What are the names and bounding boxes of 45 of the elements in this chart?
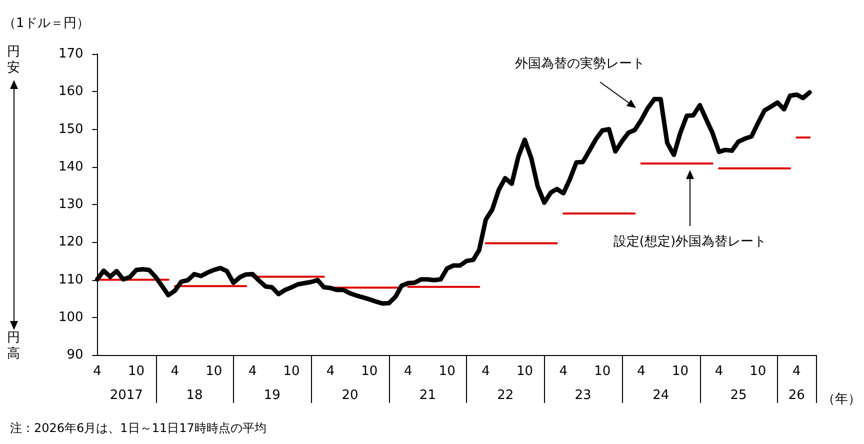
x-tick-label: 4 [792,364,801,379]
x-tick-label: 4 [482,364,490,379]
text: 円安 [7,44,20,76]
annotation: 設定(想定)外国為替レート [613,234,767,250]
y-tick-label: 90 [66,348,84,362]
x-tick-label: 4 [559,364,568,379]
x2-tick-label: 2017 [110,388,143,403]
x-tick-label: 10 [128,364,144,379]
x-tick-label: 4 [248,364,257,379]
x2-tick-label: 26 [788,388,805,403]
x2-tick-label: 21 [419,388,436,403]
text: 注：2026年6月は、1日～11日17時時点の平均 [10,421,266,435]
x-tick-label: 10 [283,364,300,379]
x-tick-label: 4 [404,364,412,379]
x-tick-label: 10 [672,364,689,379]
x-tick-label: 10 [516,364,533,379]
annotation: 外国為替の実勢レート [515,56,645,72]
x2-tick-label: 18 [186,388,203,403]
x2-tick-label: 20 [342,388,358,403]
x2-tick-label: 19 [264,388,280,403]
x2-tick-label: 22 [497,388,514,403]
x-tick-label: 4 [637,364,646,379]
y-tick-label: 130 [58,197,84,212]
x-tick-label: 10 [594,364,611,379]
y-tick-label: 160 [58,84,84,100]
x-tick-label: 10 [750,364,766,379]
x2-tick-label: 23 [574,388,592,403]
x2-tick-label: 25 [730,388,747,403]
y-tick-label: 110 [58,272,84,288]
y-tick-label: 140 [58,159,84,174]
y-tick-label: 120 [58,234,84,250]
x-tick-label: 10 [438,364,456,379]
y-tick-label: 170 [58,46,84,62]
x-tick-label: 4 [714,364,724,379]
x-tick-label: 4 [170,364,180,379]
x2-tick-label: 24 [652,388,670,403]
x-tick-label: 4 [93,364,102,379]
y-tick-label: 100 [58,310,84,325]
y-axis-title: （1ドル＝円） [2,16,90,31]
x-tick-label: 10 [206,364,222,379]
x-tick-label: 10 [361,364,378,379]
text: 円高 [7,330,20,362]
x-axis-title: （年） [822,392,861,407]
y-tick-label: 150 [58,122,84,137]
x-tick-label: 4 [326,364,335,379]
